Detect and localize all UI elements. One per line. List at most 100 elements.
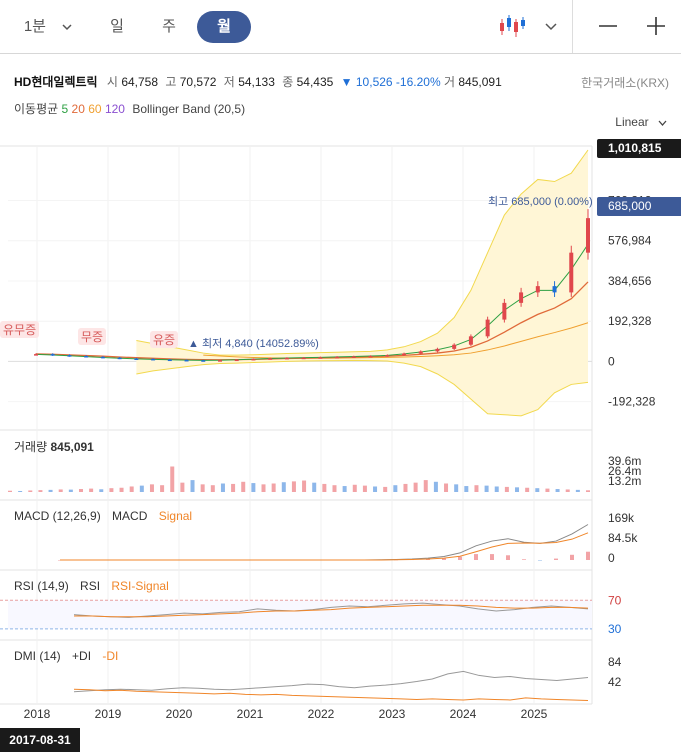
volume-bar (38, 490, 43, 492)
candle-body (67, 355, 72, 357)
dmi-tick-label: 42 (608, 675, 622, 689)
event-badge[interactable]: 무증 (78, 328, 107, 345)
macd-histogram-bar (522, 559, 526, 560)
rsi-signal-line (74, 604, 589, 618)
volume-bar (281, 482, 286, 492)
x-tick-label: 2019 (95, 707, 122, 721)
candle-body (100, 356, 105, 359)
tab-day[interactable]: 일 (110, 18, 124, 35)
macd-tick-label: 0 (608, 551, 615, 565)
dmi-title: DMI (14) (14, 649, 61, 663)
rsi-line (73, 602, 589, 618)
volume-bar (180, 482, 185, 492)
macd-line (60, 524, 589, 561)
volume-bar (312, 482, 317, 492)
volume-bar (444, 483, 449, 492)
volume-bar (231, 483, 236, 492)
macd-histogram-bar (570, 554, 574, 560)
tab-month[interactable]: 월 (197, 11, 251, 43)
rsi-70-label: 70 (608, 593, 622, 607)
candle-body (535, 286, 540, 293)
candle-body (351, 356, 356, 358)
rsi-30-label: 30 (608, 622, 622, 636)
macd-signal-label: Signal (158, 509, 193, 523)
ma-label: 이동평균 (14, 102, 59, 116)
candle-body (569, 252, 574, 293)
chevron-down-icon (658, 115, 667, 129)
price-chart[interactable]: 2018 2019 2020 2021 2022 2023 2024 2025 -192,328… (0, 0, 681, 728)
candlestick-icon[interactable] (498, 13, 528, 39)
minus-icon[interactable] (598, 16, 618, 41)
ma5-label: 5 (61, 102, 69, 116)
y-tick-label: 576,984 (608, 234, 652, 248)
macd-histogram-bar (490, 554, 494, 560)
volume-bar (210, 485, 215, 492)
plus-icon[interactable] (646, 16, 666, 41)
macd-signal-line (60, 532, 589, 561)
cursor-date-tag: 2017-08-31 (0, 728, 80, 752)
volume-tick-label: 13.2m (608, 474, 641, 488)
tab-week[interactable]: 주 (162, 18, 176, 35)
scale-dropdown[interactable]: Linear (615, 115, 667, 129)
event-badge[interactable]: 유증 (150, 331, 179, 348)
y-tick-label: 384,656 (608, 274, 652, 288)
candle-body (435, 348, 440, 352)
x-tick-label: 2020 (166, 707, 193, 721)
volume-bar (332, 485, 337, 492)
macd-histogram-bar (458, 556, 462, 560)
volume-bar (271, 483, 276, 492)
candle-body (552, 286, 557, 293)
volume-bar (373, 486, 378, 492)
volume-bar (565, 489, 570, 492)
candle-body (402, 353, 406, 356)
macd-histogram-bar (442, 558, 446, 560)
volume-bar (89, 488, 94, 492)
ma60-line (203, 322, 589, 359)
quote-info: HD현대일렉트릭 시 64,758 고 70,572 저 54,133 종 54… (14, 73, 506, 90)
volume-bar (170, 466, 175, 492)
volume-bar (8, 490, 12, 492)
exchange-label: 한국거래소(KRX) (581, 76, 669, 90)
rsi-panel-title: RSI (14,9) RSI RSI-Signal (14, 579, 169, 593)
candle-body (34, 354, 38, 356)
candle-body (301, 357, 306, 360)
rsi-line-label: RSI (80, 579, 101, 593)
volume-bar (494, 486, 499, 492)
bollinger-lower-line (136, 359, 589, 417)
candle-body (368, 355, 373, 358)
stock-name: HD현대일렉트릭 (14, 75, 98, 89)
macd-tick-label: 84.5k (608, 531, 638, 545)
volume-bar (555, 489, 560, 492)
candle-body (84, 355, 89, 358)
volume-bar (139, 485, 144, 492)
volume-bar (129, 486, 134, 492)
ma120-label: 120 (104, 102, 125, 116)
candle-body (268, 358, 273, 360)
volume-bar (423, 480, 428, 492)
macd-title: MACD (12,26,9) (14, 509, 101, 523)
volume-bar (220, 483, 225, 492)
upper-band-tag: 1,010,815 (597, 139, 681, 158)
event-badge[interactable]: 유무증 (0, 321, 40, 338)
candle-body (284, 357, 289, 360)
candle-body (385, 355, 390, 357)
volume-bar (515, 487, 520, 492)
chevron-down-icon[interactable] (545, 18, 557, 36)
candle-body (167, 359, 172, 362)
candle-body (184, 359, 189, 362)
candle-body (234, 359, 239, 362)
tab-1min[interactable]: 1분 (18, 11, 78, 43)
close-value: 54,435 (296, 75, 334, 89)
macd-histogram-bar (506, 555, 510, 560)
volume-bar (525, 487, 530, 492)
candle-body (452, 344, 457, 349)
volume-bar (119, 487, 124, 492)
volume-value: 845,091 (458, 75, 502, 89)
rsi-title: RSI (14,9) (14, 579, 69, 593)
y-tick-label: 0 (608, 354, 615, 368)
candle-body (318, 357, 323, 359)
volume-bar (200, 484, 205, 492)
low-value: 54,133 (238, 75, 275, 89)
dmi-plus-line (73, 670, 589, 693)
candle-body (218, 360, 222, 362)
